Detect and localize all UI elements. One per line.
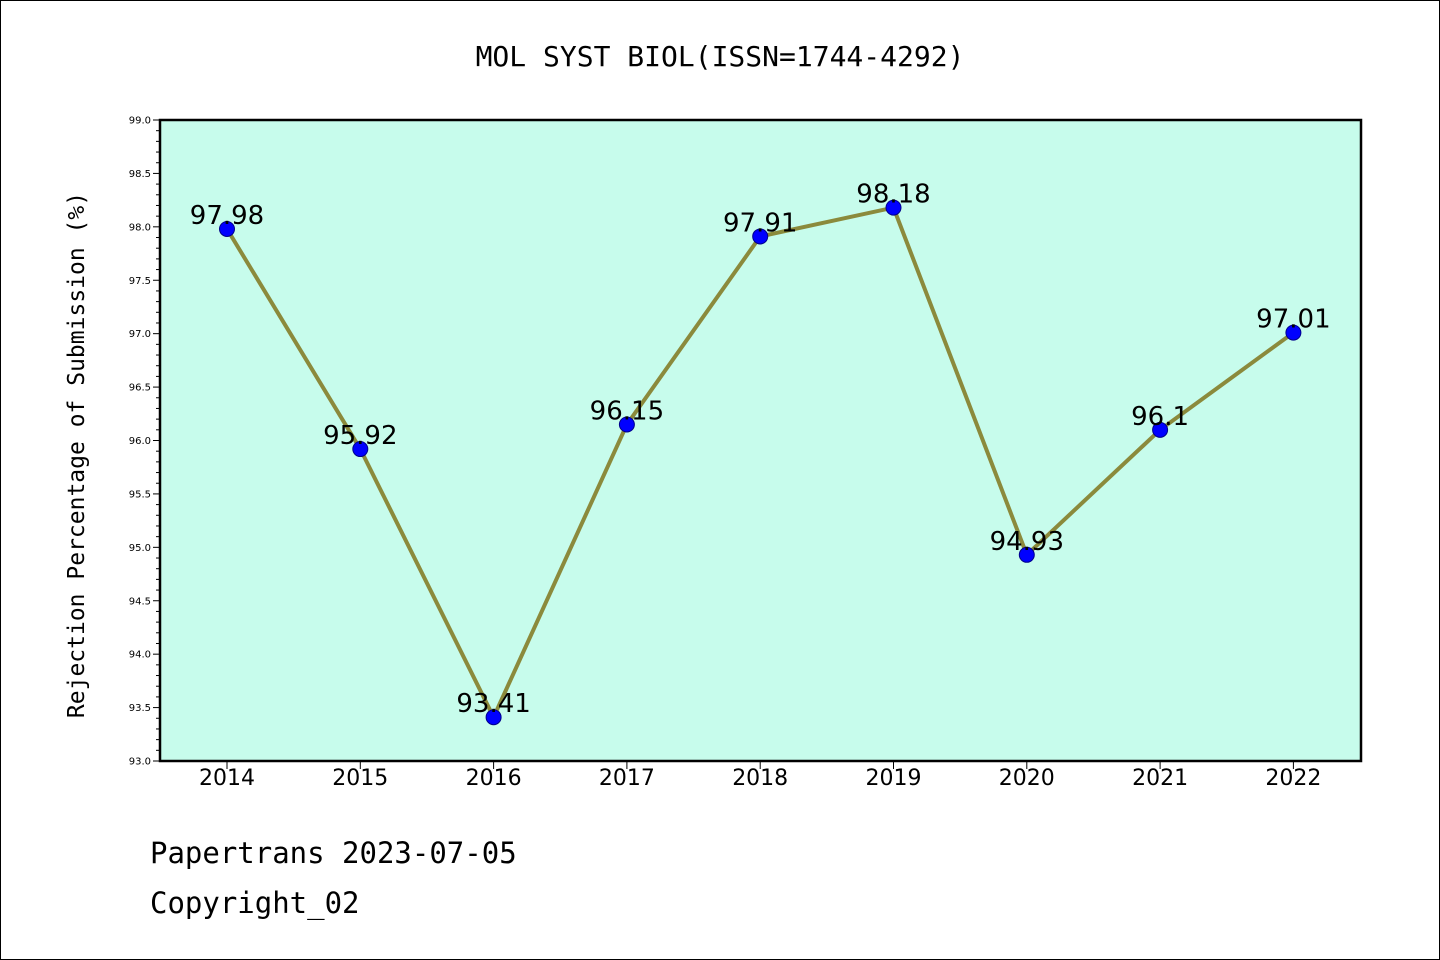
footer-copyright: Copyright_02 — [150, 886, 360, 920]
data-label: 98.18 — [856, 180, 930, 210]
y-tick-label: 99.0 — [129, 116, 151, 127]
y-tick-label: 98.5 — [129, 169, 151, 180]
plot-area — [160, 120, 1361, 761]
axis-ticks: 93.0 93.5 94.0 94.5 95.0 95.5 96.0 96.5 97.0 97.5… — [129, 116, 1322, 792]
y-tick-label: 95.5 — [129, 489, 151, 500]
data-label: 97.98 — [190, 201, 264, 231]
x-tick-label: 2021 — [1132, 766, 1188, 791]
footer-watermark-date: Papertrans 2023-07-05 — [150, 836, 517, 870]
data-point — [1285, 324, 1302, 341]
data-point — [885, 199, 902, 216]
data-point — [1018, 546, 1035, 563]
y-tick-label: 94.0 — [129, 650, 151, 661]
x-tick-label: 2018 — [732, 766, 788, 791]
y-tick-label: 94.5 — [129, 596, 151, 607]
y-tick-label: 97.5 — [129, 276, 151, 287]
y-tick-label: 93.0 — [129, 757, 151, 768]
y-axis-label: Rejection Percentage of Submission (%) — [64, 192, 90, 718]
x-tick-label: 2017 — [599, 766, 655, 791]
y-tick-label: 98.0 — [129, 222, 151, 233]
x-tick-label: 2022 — [1265, 766, 1321, 791]
y-tick-label: 93.5 — [129, 703, 151, 714]
x-tick-label: 2016 — [466, 766, 522, 791]
series-layer — [219, 199, 1302, 726]
y-tick-label: 96.0 — [129, 436, 151, 447]
x-tick-label: 2019 — [866, 766, 922, 791]
data-label: 96.15 — [590, 396, 664, 426]
data-label: 95.92 — [323, 421, 397, 451]
data-label: 96.1 — [1131, 402, 1189, 432]
data-point — [752, 228, 769, 245]
data-label: 97.91 — [723, 208, 797, 238]
plot-border — [158, 118, 1363, 763]
data-point — [219, 220, 235, 237]
labels-layer: 97.98 95.92 93.41 96.15 97.91 98.18 94.93 96.1 9… — [190, 180, 1331, 720]
x-tick-label: 2020 — [999, 766, 1055, 791]
data-point — [352, 441, 369, 458]
y-tick-label: 96.5 — [129, 383, 151, 394]
data-label: 97.01 — [1256, 305, 1330, 335]
data-label: 94.93 — [990, 527, 1064, 557]
data-point — [618, 416, 635, 433]
x-tick-label: 2014 — [199, 766, 255, 791]
chart-title: MOL SYST BIOL(ISSN=1744-4292) — [476, 40, 965, 73]
data-label: 93.41 — [456, 689, 530, 719]
y-tick-label: 95.0 — [129, 543, 151, 554]
x-tick-label: 2015 — [332, 766, 388, 791]
y-tick-label: 97.0 — [129, 329, 151, 340]
data-point — [485, 709, 502, 726]
data-point — [1152, 421, 1169, 438]
